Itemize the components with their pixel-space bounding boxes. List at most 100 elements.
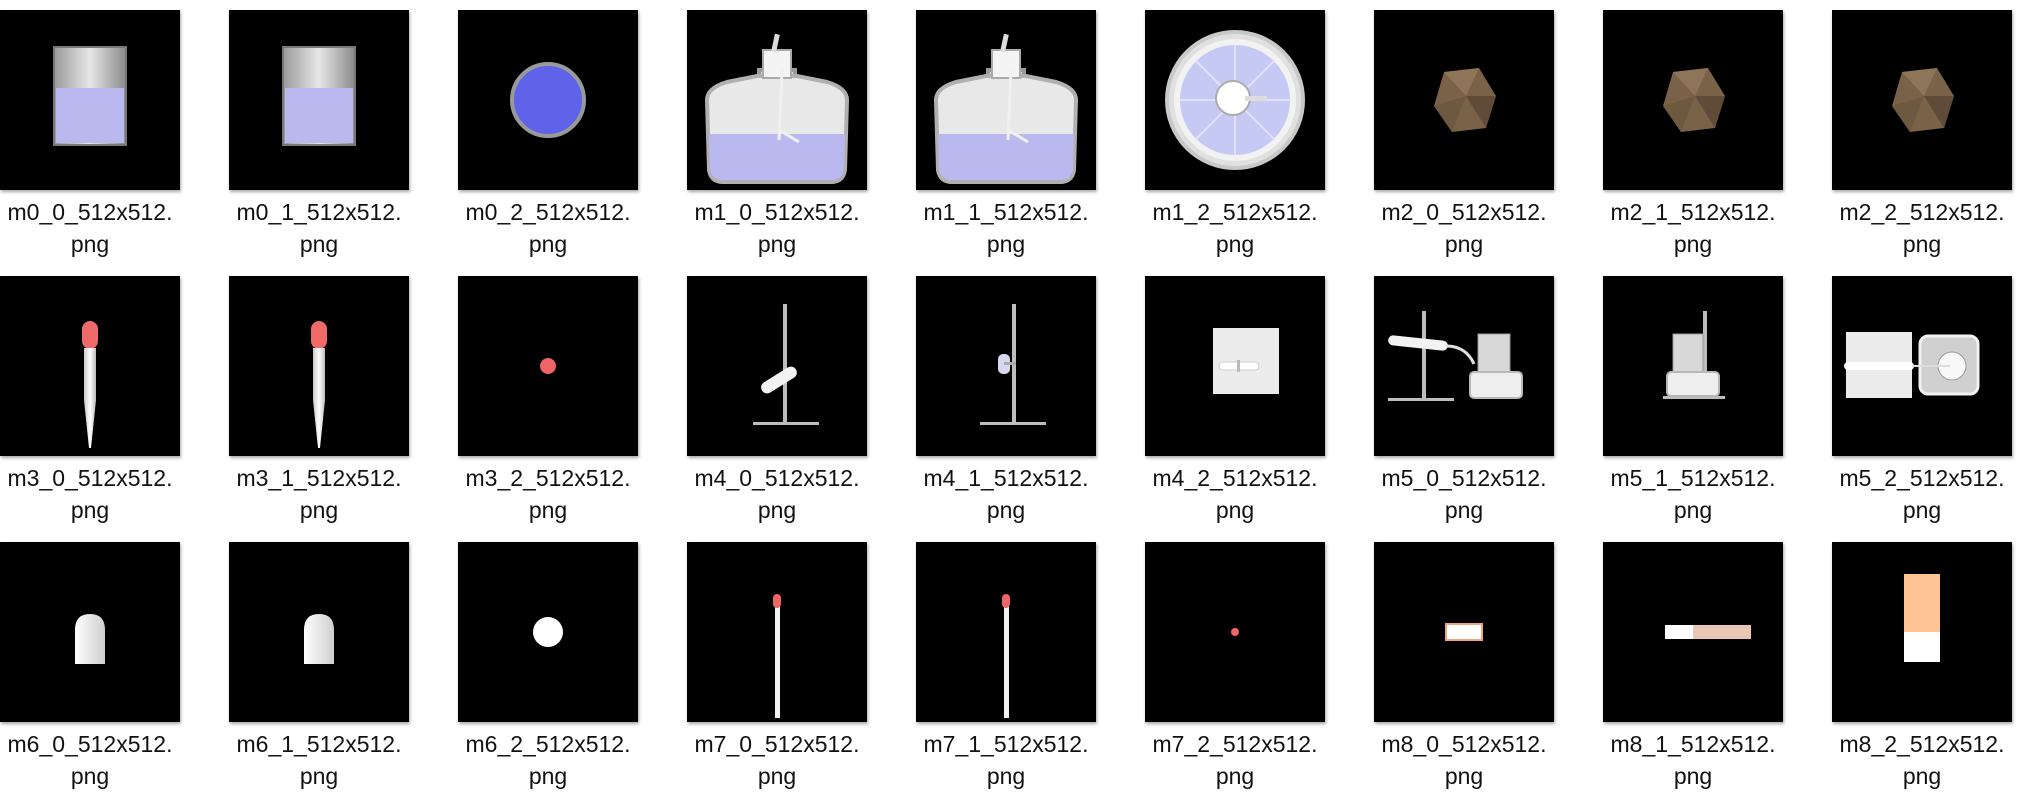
file-name-label[interactable]: m1_1_512x512. png: [906, 196, 1106, 260]
stand-top-icon: [1213, 328, 1279, 394]
file-name-label[interactable]: m3_1_512x512. png: [219, 462, 419, 526]
file-name-label[interactable]: m3_0_512x512. png: [0, 462, 190, 526]
dot-small-red-icon: [1231, 628, 1239, 636]
file-thumbnail[interactable]: [687, 542, 867, 722]
file-thumbnail[interactable]: [229, 276, 409, 456]
rock-icon: [1434, 68, 1496, 132]
file-thumbnail[interactable]: [1145, 10, 1325, 190]
file-name-label[interactable]: m7_1_512x512. png: [906, 728, 1106, 792]
file-name-line2: png: [986, 497, 1026, 523]
file-name-line2: png: [528, 497, 568, 523]
file-thumbnail[interactable]: [1374, 542, 1554, 722]
file-name-line2: png: [1673, 497, 1713, 523]
file-name-line1: m7_0_512x512.: [694, 731, 860, 757]
file-name-line2: png: [299, 497, 339, 523]
file-name-label[interactable]: m5_2_512x512. png: [1822, 462, 2022, 526]
file-thumbnail[interactable]: [0, 542, 180, 722]
file-thumbnail[interactable]: [1603, 276, 1783, 456]
file-name-line2: png: [1215, 231, 1255, 257]
file-name-line1: m0_1_512x512.: [236, 199, 402, 225]
file-name-line1: m8_0_512x512.: [1381, 731, 1547, 757]
file-name-label[interactable]: m4_1_512x512. png: [906, 462, 1106, 526]
beaker-front-icon: [53, 46, 127, 146]
file-name-label[interactable]: m0_0_512x512. png: [0, 196, 190, 260]
file-name-line1: m1_0_512x512.: [694, 199, 860, 225]
file-thumbnail[interactable]: [916, 542, 1096, 722]
file-name-line2: png: [299, 763, 339, 789]
file-name-line1: m7_1_512x512.: [923, 731, 1089, 757]
file-thumbnail[interactable]: [1374, 276, 1554, 456]
file-name-line1: m2_1_512x512.: [1610, 199, 1776, 225]
file-name-label[interactable]: m8_1_512x512. png: [1593, 728, 1793, 792]
strip-small-icon: [1445, 623, 1483, 641]
file-name-label[interactable]: m6_1_512x512.png: [219, 728, 419, 792]
file-thumbnail[interactable]: [687, 10, 867, 190]
file-name-label[interactable]: m2_2_512x512. png: [1822, 196, 2022, 260]
match-icon: [1002, 594, 1010, 718]
file-name-line1: m6_1_512x512.: [236, 731, 402, 757]
match-icon: [773, 594, 781, 718]
file-name-label[interactable]: m8_2_512x512. png: [1822, 728, 2022, 792]
file-thumbnail[interactable]: [458, 542, 638, 722]
file-thumbnail[interactable]: [1145, 276, 1325, 456]
file-name-line1: m6_0_512x512.: [7, 731, 173, 757]
file-thumbnail[interactable]: [1832, 10, 2012, 190]
apparatus-top-icon: [1844, 332, 1980, 398]
file-thumbnail[interactable]: [1832, 276, 2012, 456]
file-name-label[interactable]: m6_0_512x512. png: [0, 728, 190, 792]
file-name-label[interactable]: m7_2_512x512. png: [1135, 728, 1335, 792]
file-name-label[interactable]: m4_2_512x512. png: [1135, 462, 1335, 526]
file-name-label[interactable]: m4_0_512x512. png: [677, 462, 877, 526]
file-name-line2: png: [1673, 231, 1713, 257]
rock-icon: [1892, 68, 1954, 132]
file-name-label[interactable]: m3_2_512x512. png: [448, 462, 648, 526]
file-name-line2: png: [70, 231, 110, 257]
file-name-line2: png: [1444, 763, 1484, 789]
file-thumbnail[interactable]: [916, 276, 1096, 456]
file-name-line1: m1_2_512x512.: [1152, 199, 1318, 225]
file-name-label[interactable]: m1_2_512x512.png: [1135, 196, 1335, 260]
file-name-line2: png: [528, 763, 568, 789]
file-thumbnail[interactable]: [458, 10, 638, 190]
flask-top-icon: [1165, 30, 1305, 170]
file-name-label[interactable]: m5_0_512x512. png: [1364, 462, 1564, 526]
file-thumbnail[interactable]: [1832, 542, 2012, 722]
file-name-label[interactable]: m0_1_512x512. png: [219, 196, 419, 260]
dropper-icon: [311, 321, 327, 448]
file-name-line2: png: [1215, 497, 1255, 523]
strip-vertical-icon: [1904, 574, 1940, 662]
file-name-line2: png: [70, 497, 110, 523]
file-name-line2: png: [1902, 497, 1942, 523]
file-name-line2: png: [1444, 231, 1484, 257]
cap-front-icon: [304, 614, 334, 664]
file-name-line1: m5_1_512x512.: [1610, 465, 1776, 491]
file-name-label[interactable]: m8_0_512x512.png: [1364, 728, 1564, 792]
file-name-line1: m2_0_512x512.: [1381, 199, 1547, 225]
file-thumbnail[interactable]: [687, 276, 867, 456]
file-name-label[interactable]: m7_0_512x512.png: [677, 728, 877, 792]
file-name-label[interactable]: m2_1_512x512.png: [1593, 196, 1793, 260]
file-name-line1: m8_2_512x512.: [1839, 731, 2005, 757]
beaker-front-icon: [282, 46, 356, 146]
file-name-line2: png: [757, 763, 797, 789]
file-thumbnail[interactable]: [1374, 10, 1554, 190]
apparatus-front-icon: [1388, 311, 1523, 401]
file-thumbnail[interactable]: [0, 10, 180, 190]
file-name-label[interactable]: m5_1_512x512.png: [1593, 462, 1793, 526]
file-name-label[interactable]: m6_2_512x512.png: [448, 728, 648, 792]
file-name-line1: m6_2_512x512.: [465, 731, 631, 757]
file-name-label[interactable]: m1_0_512x512. png: [677, 196, 877, 260]
file-name-label[interactable]: m0_2_512x512. png: [448, 196, 648, 260]
file-thumbnail[interactable]: [916, 10, 1096, 190]
file-thumbnail[interactable]: [229, 10, 409, 190]
dropper-icon: [82, 321, 98, 448]
file-thumbnail[interactable]: [1603, 10, 1783, 190]
apparatus-side-icon: [1663, 311, 1725, 399]
file-name-label[interactable]: m2_0_512x512.png: [1364, 196, 1564, 260]
file-thumbnail[interactable]: [229, 542, 409, 722]
file-thumbnail[interactable]: [458, 276, 638, 456]
file-thumbnail[interactable]: [0, 276, 180, 456]
file-thumbnail[interactable]: [1145, 542, 1325, 722]
file-thumbnail[interactable]: [1603, 542, 1783, 722]
